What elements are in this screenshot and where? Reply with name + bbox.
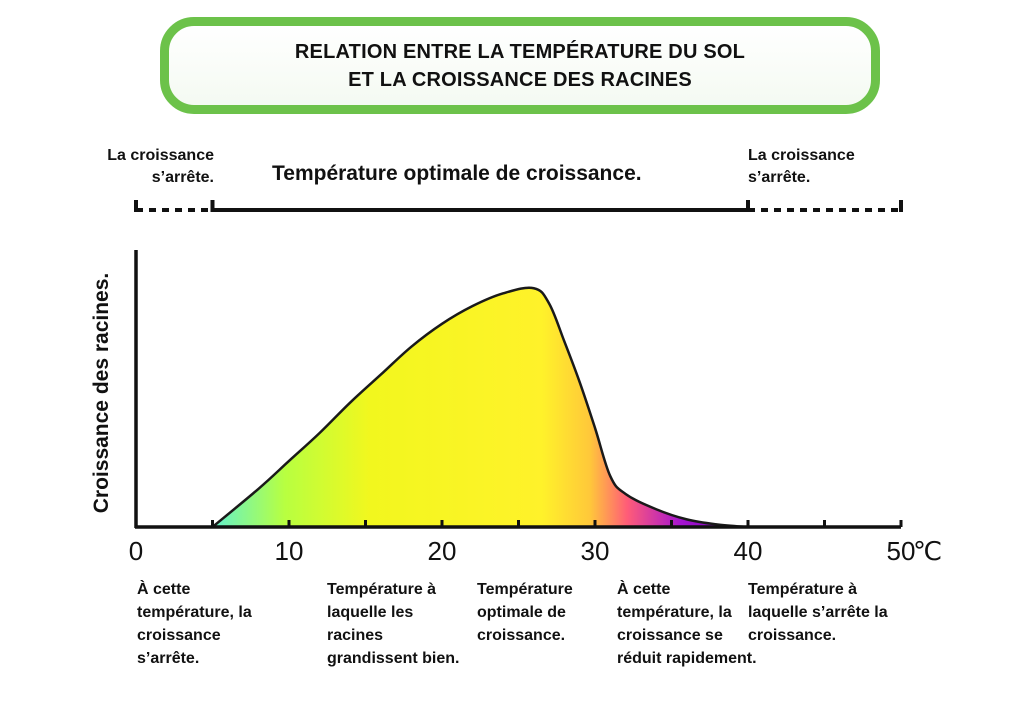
right-stop-label-line-2: s’arrête. [748, 169, 811, 186]
x-tick-label-40: 40 [734, 536, 763, 566]
left-stop-label: La croissance s’arrête. [90, 145, 214, 189]
x-tick-label-20: 20 [428, 536, 457, 566]
range-bars [134, 200, 903, 212]
x-tick-label-10: 10 [275, 536, 304, 566]
growth-curve-area [209, 286, 749, 529]
note-10-25: Température à laquelle les racines grand… [327, 581, 460, 667]
note-40: Température à laquelle s’arrête la crois… [748, 581, 888, 644]
x-tick-label-0: 0 [129, 536, 143, 566]
title-box: RELATION ENTRE LA TEMPÉRATURE DU SOL ET … [160, 17, 880, 114]
x-ticks [211, 520, 903, 527]
x-tick-label-50: 50 [887, 536, 916, 566]
chart-title-line-1: RELATION ENTRE LA TEMPÉRATURE DU SOL [294, 40, 746, 63]
left-stop-label-line-1: La croissance [107, 147, 214, 164]
right-stop-label-line-1: La croissance [748, 147, 855, 164]
y-axis-label: Croissance des racines. [90, 273, 113, 513]
note-decline: À cette température, la croissance se ré… [617, 581, 757, 667]
note-0: À cette température, la croissance s’arr… [137, 581, 252, 667]
note-optimal: Température optimale de croissance. [477, 581, 573, 644]
x-unit-label: ℃ [913, 536, 942, 566]
right-stop-label: La croissance s’arrête. [748, 145, 888, 189]
optimal-range-label: Température optimale de croissance. [272, 162, 642, 185]
x-tick-labels: 0 10 20 30 40 50 [129, 536, 916, 566]
chart-title-line-2: ET LA CROISSANCE DES RACINES [348, 68, 692, 91]
left-stop-label-line-2: s’arrête. [151, 169, 214, 186]
x-tick-label-30: 30 [581, 536, 610, 566]
